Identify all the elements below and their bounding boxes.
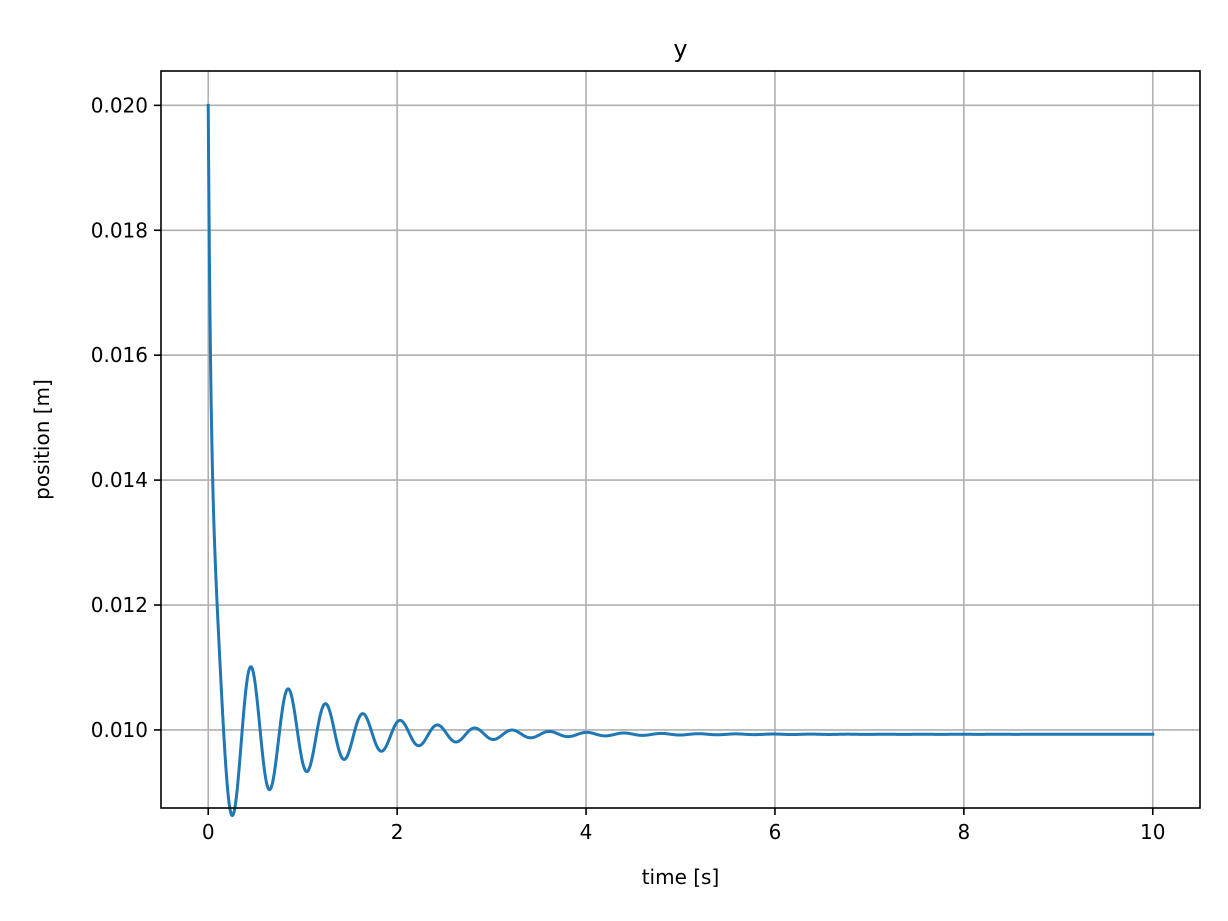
x-tick-label: 10 (1140, 820, 1165, 844)
y-tick-label: 0.016 (91, 343, 148, 367)
plot-frame (160, 70, 1201, 809)
series-layer (206, 103, 1155, 818)
y-tick-label: 0.010 (91, 718, 148, 742)
ticks: 0 2 4 6 8 10 0.010 0.012 0.014 0.016 0.018 0.020 (91, 93, 1166, 844)
x-axis-label: time [s] (642, 865, 720, 889)
chart-title: y (673, 35, 687, 63)
x-tick-label: 8 (957, 820, 970, 844)
y-tick-label: 0.012 (91, 593, 148, 617)
y-tick-label: 0.014 (91, 468, 148, 492)
y-tick-label: 0.018 (91, 218, 148, 242)
x-tick-label: 2 (391, 820, 404, 844)
x-tick-label: 6 (769, 820, 782, 844)
x-tick-label: 4 (580, 820, 593, 844)
x-tick-label: 0 (202, 820, 215, 844)
series-line (206, 103, 1155, 818)
y-tick-label: 0.020 (91, 93, 148, 117)
y-axis-label: position [m] (30, 379, 54, 500)
